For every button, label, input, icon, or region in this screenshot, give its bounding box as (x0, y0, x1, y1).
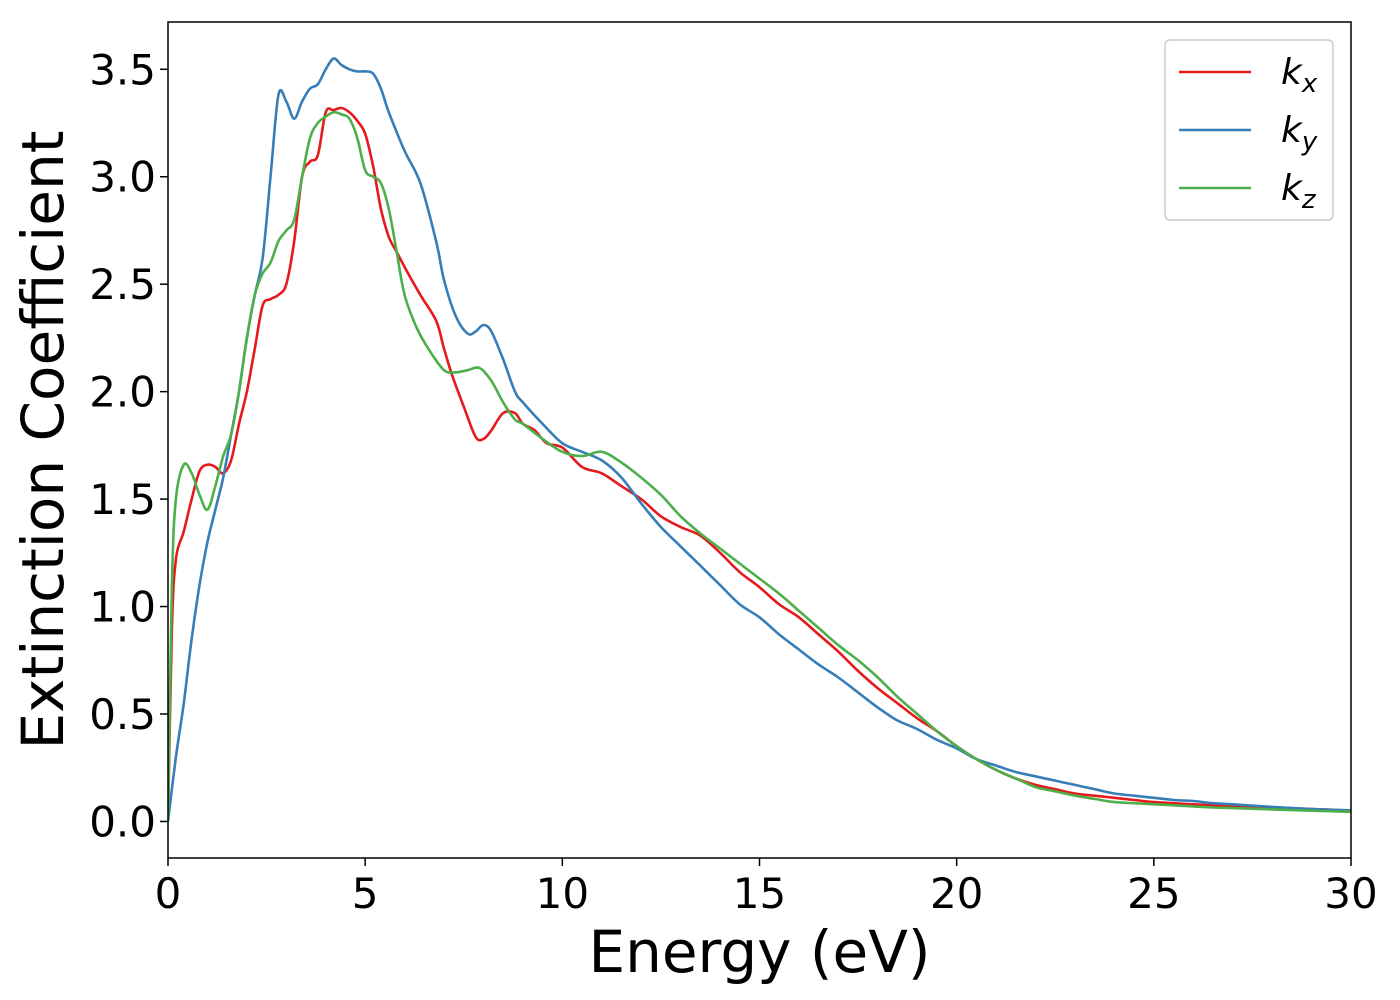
x-tick-label: 5 (352, 869, 379, 918)
x-axis-title: Energy (eV) (588, 918, 930, 986)
legend: kx ky kz (1164, 39, 1334, 221)
x-tick-label: 15 (733, 869, 786, 918)
series-lines (168, 57, 1351, 822)
x-tick-label: 25 (1127, 869, 1180, 918)
y-axis: 0.0 0.5 1.0 1.5 2.0 2.5 3.0 3.5 (89, 45, 168, 846)
y-tick-label: 0.0 (89, 797, 156, 846)
legend-label-kx: kx (1281, 52, 1318, 99)
x-tick-label: 20 (930, 869, 983, 918)
legend-label-kz: kz (1281, 168, 1317, 215)
y-tick-label: 3.5 (89, 45, 156, 94)
y-tick-label: 0.5 (89, 690, 156, 739)
y-tick-label: 1.5 (89, 475, 156, 524)
x-tick-label: 0 (155, 869, 182, 918)
y-axis-title: Extinction Coefficient (9, 131, 77, 750)
legend-label-ky: ky (1281, 110, 1318, 157)
x-axis: 0 5 10 15 20 25 30 (155, 858, 1378, 918)
y-tick-label: 2.5 (89, 260, 156, 309)
series-line-kz (168, 110, 1351, 822)
y-tick-label: 1.0 (89, 583, 156, 632)
y-tick-label: 2.0 (89, 368, 156, 417)
x-tick-label: 10 (536, 869, 589, 918)
x-tick-label: 30 (1324, 869, 1377, 918)
y-tick-label: 3.0 (89, 153, 156, 202)
series-line-ky (168, 57, 1351, 822)
